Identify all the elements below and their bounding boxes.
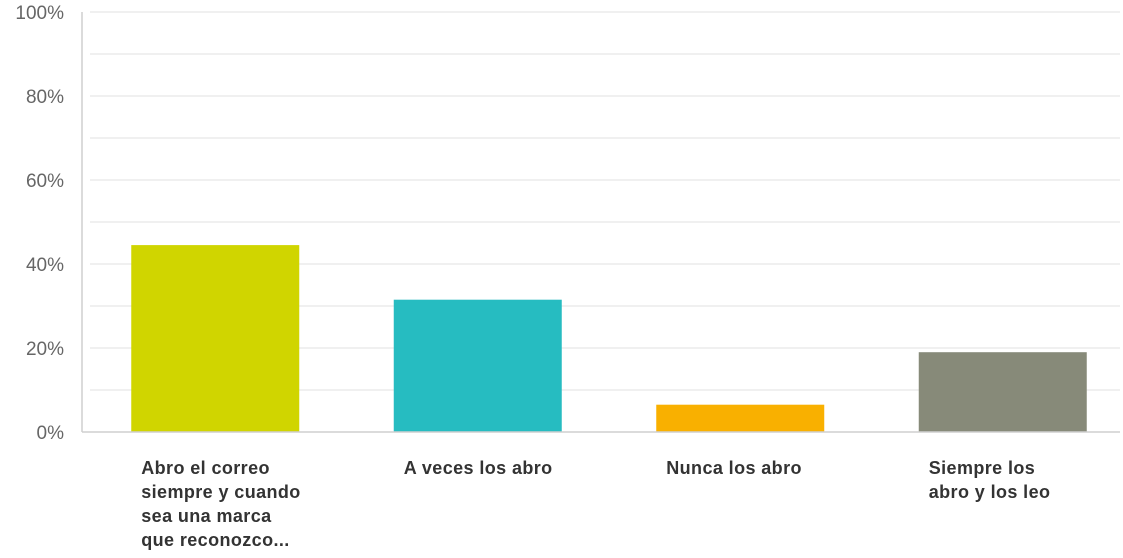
bar xyxy=(131,245,300,432)
y-tick-label: 40% xyxy=(26,255,64,276)
y-tick-label: 100% xyxy=(15,3,64,24)
y-tick-label: 80% xyxy=(26,87,64,108)
x-category-label: Abro el correo siempre y cuando sea una … xyxy=(141,458,301,550)
y-tick-label: 60% xyxy=(26,171,64,192)
x-category-label: A veces los abro xyxy=(403,458,553,478)
y-tick-label: 20% xyxy=(26,339,64,360)
bar xyxy=(393,299,562,432)
bars xyxy=(131,245,1087,432)
x-category-label: Nunca los abro xyxy=(666,458,802,478)
bar xyxy=(656,404,825,432)
y-tick-label: 0% xyxy=(37,423,65,444)
x-category-label: Siempre los abro y los leo xyxy=(928,458,1051,502)
y-axis-tick-labels: 0% 20% 40% 60% 80% 100% xyxy=(15,3,64,444)
bar xyxy=(918,352,1087,432)
